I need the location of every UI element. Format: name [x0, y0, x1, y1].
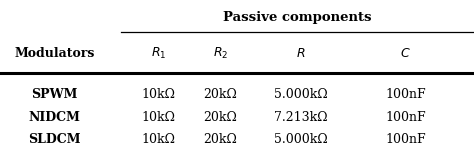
- Text: Passive components: Passive components: [223, 11, 372, 24]
- Text: Modulators: Modulators: [14, 47, 95, 60]
- Text: $R_2$: $R_2$: [213, 46, 228, 61]
- Text: 5.000kΩ: 5.000kΩ: [274, 133, 328, 145]
- Text: 5.000kΩ: 5.000kΩ: [274, 88, 328, 102]
- Text: 10kΩ: 10kΩ: [142, 133, 176, 145]
- Text: 7.213kΩ: 7.213kΩ: [274, 111, 328, 124]
- Text: 10kΩ: 10kΩ: [142, 88, 176, 102]
- Text: 20kΩ: 20kΩ: [203, 133, 237, 145]
- Text: 100nF: 100nF: [385, 133, 426, 145]
- Text: 20kΩ: 20kΩ: [203, 88, 237, 102]
- Text: $C$: $C$: [400, 47, 410, 60]
- Text: SLDCM: SLDCM: [28, 133, 81, 145]
- Text: SPWM: SPWM: [31, 88, 78, 102]
- Text: 20kΩ: 20kΩ: [203, 111, 237, 124]
- Text: 10kΩ: 10kΩ: [142, 111, 176, 124]
- Text: $R_1$: $R_1$: [151, 46, 166, 61]
- Text: 100nF: 100nF: [385, 88, 426, 102]
- Text: $R$: $R$: [296, 47, 306, 60]
- Text: 100nF: 100nF: [385, 111, 426, 124]
- Text: NIDCM: NIDCM: [28, 111, 81, 124]
